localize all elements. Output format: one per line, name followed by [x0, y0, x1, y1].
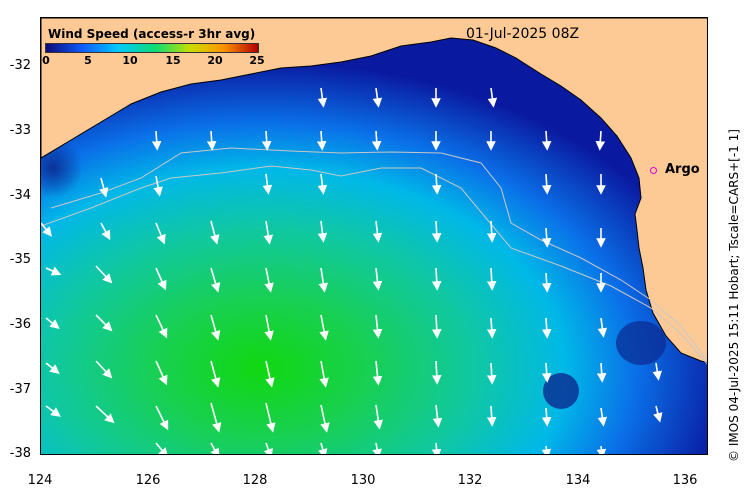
y-tick-label: -36 [9, 317, 31, 332]
x-tick-label: 124 [27, 473, 53, 488]
low-wind-patch-south [543, 373, 579, 409]
map-frame [40, 17, 708, 455]
shelf-contour-inner [41, 165, 707, 365]
legend-tick: 5 [84, 54, 92, 67]
legend-tick: 10 [122, 54, 138, 67]
legend-tick: 25 [249, 54, 265, 67]
y-tick-label: -33 [9, 123, 31, 138]
wind-arrows [41, 87, 663, 454]
argo-label: Argo [665, 162, 700, 177]
x-tick-label: 132 [457, 473, 483, 488]
legend-tick: 20 [207, 54, 223, 67]
low-wind-patch-east [616, 321, 666, 365]
colorbar-legend: Wind Speed (access-r 3hr avg) 0 5 10 15 … [42, 27, 264, 69]
y-tick-label: -37 [9, 382, 31, 397]
map-timestamp: 01-Jul-2025 08Z [466, 26, 580, 42]
legend-tick: 15 [165, 54, 181, 67]
x-tick-label: 128 [242, 473, 268, 488]
credit-text: © IMOS 04-Jul-2025 15:11 Hobart; Tscale=… [727, 129, 741, 462]
x-tick-label: 134 [565, 473, 591, 488]
legend-title: Wind Speed (access-r 3hr avg) [48, 27, 256, 41]
argo-marker-icon[interactable] [650, 167, 657, 174]
x-tick-label: 126 [135, 473, 161, 488]
y-tick-label: -35 [9, 252, 31, 267]
shelf-contour-outer [50, 147, 707, 362]
colorbar [45, 43, 259, 53]
y-tick-label: -32 [9, 58, 31, 73]
y-tick-label: -38 [9, 446, 31, 461]
x-tick-label: 130 [350, 473, 376, 488]
y-tick-label: -34 [9, 188, 31, 203]
x-tick-label: 136 [672, 473, 698, 488]
low-wind-patch-west [41, 138, 83, 198]
legend-tick: 0 [42, 54, 50, 67]
wind-speed-map [41, 18, 707, 454]
